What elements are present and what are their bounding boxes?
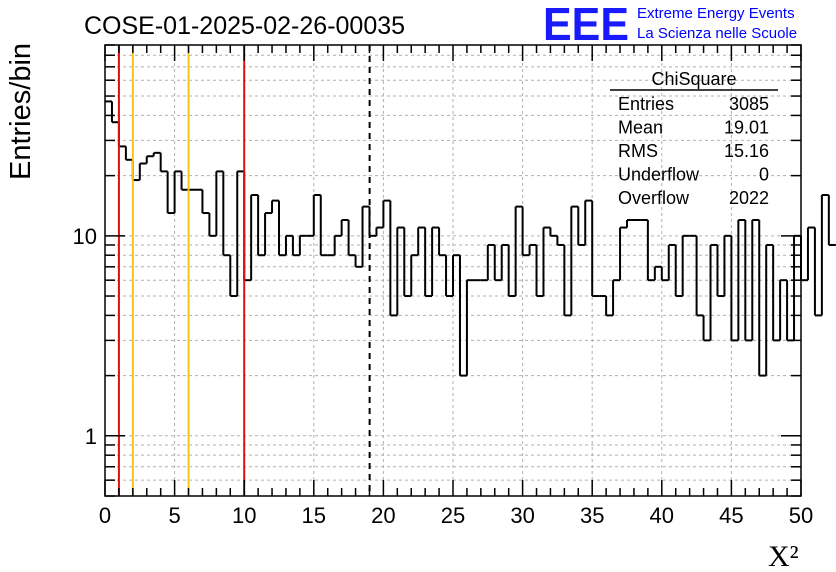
stats-row-label: Entries xyxy=(618,94,674,114)
x-tick-label: 30 xyxy=(510,503,534,528)
stats-row-label: RMS xyxy=(618,141,658,161)
x-tick-label: 0 xyxy=(99,503,111,528)
y-tick-label: 1 xyxy=(85,424,97,449)
stats-row-value: 15.16 xyxy=(724,141,769,161)
x-tick-label: 25 xyxy=(441,503,465,528)
axes: 0 5 10 15 20 25 30 35 40 45 50 1 10 xyxy=(73,44,813,528)
y-axis-label: Entries/bin xyxy=(5,43,37,180)
x-tick-label: 20 xyxy=(371,503,395,528)
stats-row-label: Mean xyxy=(618,118,663,138)
stats-row-value: 3085 xyxy=(729,94,769,114)
stats-row-label: Overflow xyxy=(618,188,690,208)
chart-title: COSE-01-2025-02-26-00035 xyxy=(84,12,405,40)
stats-row-value: 2022 xyxy=(729,188,769,208)
stats-box: ChiSquare Entries 3085 Mean 19.01 RMS 15.16 Un… xyxy=(610,69,778,208)
x-tick-label: 15 xyxy=(302,503,326,528)
x-tick-label: 45 xyxy=(719,503,743,528)
x-tick-label: 50 xyxy=(789,503,813,528)
logo-line-1: Extreme Energy Events xyxy=(637,5,795,22)
x-tick-label: 5 xyxy=(168,503,180,528)
x-tick-label: 40 xyxy=(650,503,674,528)
x-tick-label: 35 xyxy=(580,503,604,528)
stats-row-value: 19.01 xyxy=(724,118,769,138)
eee-logo-mark: EEE xyxy=(543,0,629,50)
x-axis-label: X² xyxy=(768,540,799,572)
marker-lines xyxy=(117,45,371,496)
stats-title: ChiSquare xyxy=(651,69,736,89)
logo-line-2: La Scienza nelle Scuole xyxy=(637,25,797,42)
stats-row-value: 0 xyxy=(759,165,769,185)
x-tick-label: 10 xyxy=(232,503,256,528)
stats-row-label: Underflow xyxy=(618,165,700,185)
y-tick-label: 10 xyxy=(73,224,97,249)
